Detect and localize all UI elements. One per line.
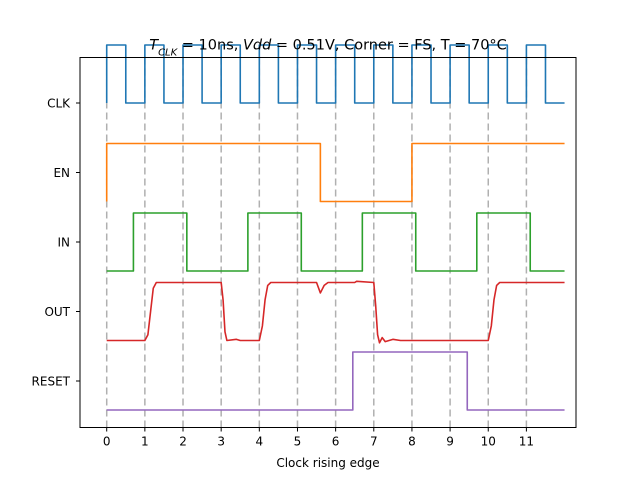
y-tick-label-in: IN [57, 236, 70, 250]
x-tick-label-6: 6 [332, 435, 340, 449]
y-tick-label-en: EN [53, 166, 70, 180]
x-tick-label-4: 4 [256, 435, 264, 449]
x-axis-label: Clock rising edge [276, 456, 379, 470]
plot-frame [79, 57, 577, 428]
x-tick-label-11: 11 [519, 435, 534, 449]
waveform-in [106, 212, 565, 272]
x-tick-label-7: 7 [370, 435, 378, 449]
title-rest: = 0.51V, Corner = FS, T = 70°C [271, 38, 507, 54]
x-tick-label-0: 0 [103, 435, 111, 449]
x-tick-label-5: 5 [294, 435, 302, 449]
y-tick-label-reset: RESET [32, 375, 71, 389]
waveform-en [105, 142, 565, 203]
x-tick-label-8: 8 [408, 435, 416, 449]
y-tick-label-clk: CLK [47, 97, 71, 111]
x-tick-label-3: 3 [217, 435, 225, 449]
x-tick-label-10: 10 [481, 435, 496, 449]
waveform-out [106, 280, 565, 344]
title-vdd-symbol: Vdd [243, 38, 272, 54]
x-tick-label-1: 1 [141, 435, 149, 449]
x-axis: 0 1 2 3 4 5 6 7 8 9 10 11 [103, 427, 534, 449]
title-t-value: = 10ns, [177, 38, 243, 54]
waveform-reset [106, 351, 565, 411]
waveform-layer [105, 44, 565, 411]
title-t-subscript: CLK [158, 47, 179, 58]
waveform-clk [105, 44, 565, 104]
grid-layer [105, 57, 528, 428]
title-t-symbol: T [149, 38, 159, 54]
y-tick-label-out: OUT [44, 305, 70, 319]
y-axis: CLK EN IN OUT RESET [32, 97, 80, 389]
x-tick-label-2: 2 [179, 435, 187, 449]
chart-title: TCLK = 10ns, Vdd = 0.51V, Corner = FS, T… [149, 38, 507, 59]
x-tick-label-9: 9 [446, 435, 454, 449]
